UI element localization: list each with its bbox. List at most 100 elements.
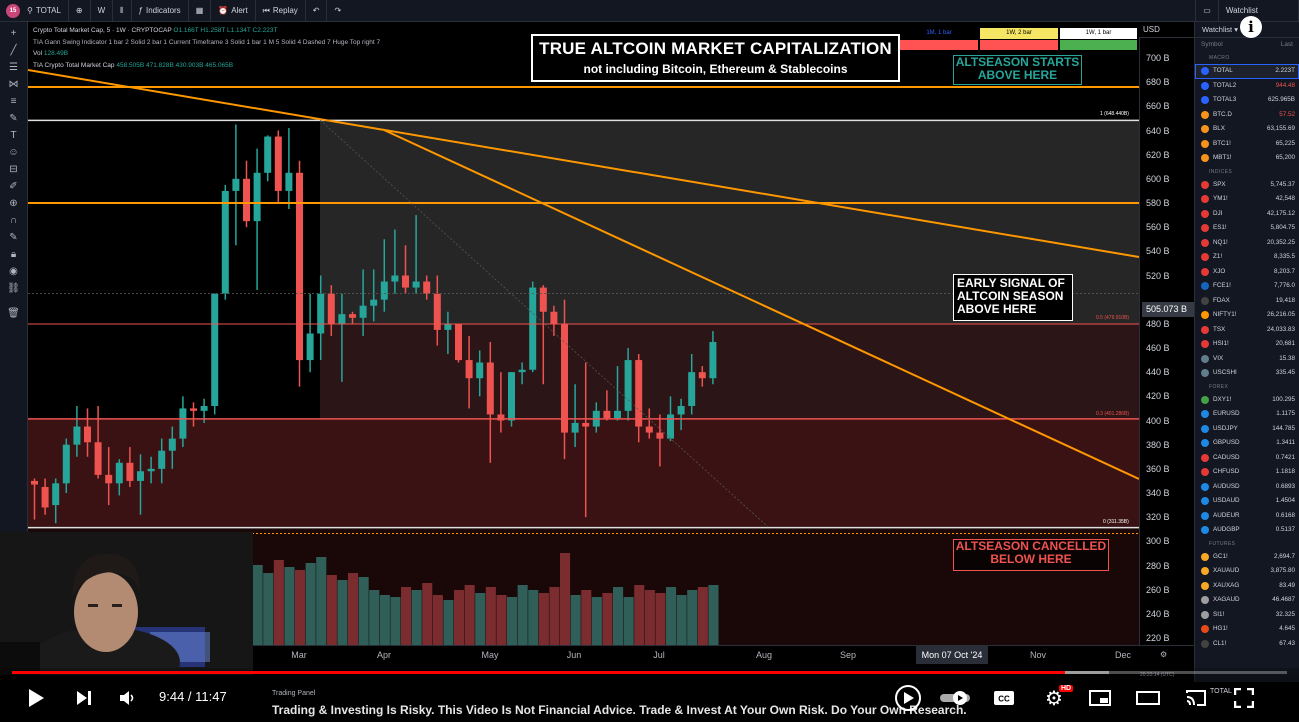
watchlist-section-header[interactable]: FOREX: [1209, 383, 1229, 390]
watchlist-row[interactable]: AUDUSD 0.6893: [1195, 480, 1299, 495]
legend-tia[interactable]: TIA Crypto Total Market Cap 458.505B 471…: [33, 60, 380, 72]
watchlist-row[interactable]: YM1! 42,548: [1195, 192, 1299, 207]
legend-main-series[interactable]: Crypto Total Market Cap, 5 · 1W · CRYPTO…: [33, 25, 380, 37]
watchlist-row[interactable]: SPX 5,745.37: [1195, 178, 1299, 193]
col-last[interactable]: Last: [1280, 41, 1293, 48]
watchlist-row[interactable]: EURUSD 1.1175: [1195, 407, 1299, 422]
watchlist-row[interactable]: GBPUSD 1.3411: [1195, 436, 1299, 451]
miniplayer-button[interactable]: [1086, 683, 1114, 713]
interval-button[interactable]: W: [91, 0, 114, 22]
captions-button[interactable]: CC: [990, 683, 1018, 713]
symbol-search[interactable]: ⚲ TOTAL: [20, 0, 69, 22]
fullscreen-button[interactable]: [1230, 683, 1258, 713]
ruler-icon[interactable]: ✐: [9, 181, 18, 192]
watchlist-row[interactable]: BTC1! 65,225: [1195, 137, 1299, 152]
autoplay-icon: [940, 691, 970, 705]
watchlist-section-header[interactable]: MACRO: [1209, 55, 1230, 61]
video-progress-bar[interactable]: [12, 671, 1287, 674]
watchlist-row[interactable]: VIX 15.38: [1195, 352, 1299, 367]
settings-button[interactable]: ⚙ HD: [1040, 683, 1074, 713]
theater-button[interactable]: [1134, 683, 1162, 713]
watchlist-symbol: AUDGBP: [1213, 526, 1240, 533]
watchlist-row[interactable]: CHFUSD 1.1818: [1195, 465, 1299, 480]
watchlist-section-header[interactable]: INDICES: [1209, 168, 1233, 175]
trendline-icon[interactable]: ╱: [10, 45, 17, 56]
altseason-cancel-text: ALTSEASON CANCELLED BELOW HERE: [955, 539, 1107, 566]
link-icon[interactable]: ⛓: [7, 283, 20, 294]
col-symbol[interactable]: Symbol: [1201, 41, 1223, 48]
watchlist-row[interactable]: TOTAL3 625.965B: [1195, 93, 1299, 108]
add-symbol-button[interactable]: ⊕: [69, 0, 91, 22]
redo-button[interactable]: ↷: [327, 0, 348, 22]
zoom-icon[interactable]: ⊕: [9, 198, 18, 209]
watchlist-section-header[interactable]: FUTURES: [1209, 540, 1236, 547]
watchlist-row[interactable]: FDAX 19,418: [1195, 294, 1299, 309]
watchlist-row[interactable]: SI1! 32.325: [1195, 608, 1299, 623]
settings-icon[interactable]: ⚙: [1160, 650, 1168, 659]
watchlist-row[interactable]: NQ1! 20,352.25: [1195, 236, 1299, 251]
watchlist-row[interactable]: XJO 8,203.7: [1195, 265, 1299, 280]
watchlist-row[interactable]: DJI 42,175.12: [1195, 207, 1299, 222]
lock-draw-icon[interactable]: ✎: [9, 232, 18, 243]
crosshair-icon[interactable]: +: [10, 28, 17, 39]
watchlist-row[interactable]: USDAUD 1.4504: [1195, 494, 1299, 509]
info-icon[interactable]: i: [1240, 16, 1262, 38]
brush-icon[interactable]: ✎: [9, 113, 18, 124]
watchlist-row[interactable]: XAGAUD 46.4687: [1195, 593, 1299, 608]
watchlist-row[interactable]: XAUXAG 83.49: [1195, 579, 1299, 594]
watchlist-row[interactable]: USCSHI 335.45: [1195, 366, 1299, 381]
watchlist-row[interactable]: HSI1! 20,681: [1195, 337, 1299, 352]
replay-button[interactable]: ⏮ Replay: [256, 0, 306, 22]
layout-button[interactable]: ▭: [1195, 0, 1219, 22]
watchlist-row[interactable]: MBT1! 65,200: [1195, 151, 1299, 166]
trash-icon[interactable]: 🗑︎: [7, 308, 20, 319]
fib-icon[interactable]: ≡: [10, 96, 17, 107]
magnet-icon[interactable]: ∩: [9, 215, 18, 226]
watchlist-row[interactable]: GC1! 2,694.7: [1195, 550, 1299, 565]
watchlist-row[interactable]: BLX 63,155.69: [1195, 122, 1299, 137]
watchlist-row[interactable]: TOTAL2 944.48: [1195, 79, 1299, 94]
measure-icon[interactable]: ⊟: [9, 164, 18, 175]
watchlist-row[interactable]: TSX 24,033.83: [1195, 323, 1299, 338]
watchlist-row[interactable]: BTC.D 57.52: [1195, 108, 1299, 123]
smile-icon[interactable]: ☺: [8, 147, 19, 158]
watchlist-row[interactable]: DXY1! 100.295: [1195, 393, 1299, 408]
watchlist-row[interactable]: AUDGBP 0.5137: [1195, 523, 1299, 538]
watchlist-row[interactable]: AUDEUR 0.6168: [1195, 509, 1299, 524]
chart-type-button[interactable]: ⫴: [113, 0, 132, 22]
legend-volume[interactable]: Vol 128.49B: [33, 48, 380, 60]
play-button[interactable]: [22, 683, 50, 713]
network-icon[interactable]: ⋈: [8, 79, 19, 90]
indicators-button[interactable]: ƒ Indicators: [132, 0, 189, 22]
watchlist-row[interactable]: HG1! 4.645: [1195, 622, 1299, 637]
lines-icon[interactable]: ☰: [9, 62, 18, 73]
watchlist-row[interactable]: XAUAUD 3,875.80: [1195, 564, 1299, 579]
watchlist-row[interactable]: ES1! 5,804.75: [1195, 221, 1299, 236]
trading-panel-label[interactable]: Trading Panel: [272, 690, 316, 697]
watchlist-row[interactable]: Z1! 8,335.5: [1195, 250, 1299, 265]
text-icon[interactable]: T: [10, 130, 17, 141]
volume-bar: [697, 587, 708, 645]
watchlist-row[interactable]: TOTAL 2.223T: [1195, 64, 1299, 79]
watchlist-row[interactable]: FCE1! 7,776.0: [1195, 279, 1299, 294]
alert-button[interactable]: ⏰ Alert: [211, 0, 256, 22]
avatar[interactable]: 15: [6, 3, 20, 18]
watchlist-row[interactable]: NIFTY1! 26,216.05: [1195, 308, 1299, 323]
legend-gann[interactable]: TIA Gann Swing Indicator 1 bar 2 Solid 2…: [33, 37, 380, 49]
watchlist-title-button[interactable]: Watchlist: [1219, 0, 1299, 22]
watchlist-row[interactable]: CADUSD 0.7421: [1195, 451, 1299, 466]
undo-button[interactable]: ↶: [306, 0, 328, 22]
next-button[interactable]: [70, 683, 98, 713]
eye-icon[interactable]: ◉: [9, 266, 18, 277]
time-axis[interactable]: Mon 07 Oct '24 ⚙ Mar Apr May Jun Jul Aug Sep No…: [28, 645, 1194, 664]
volume-button[interactable]: [114, 683, 142, 713]
templates-button[interactable]: ▦: [189, 0, 212, 22]
watchlist-row[interactable]: CL1! 67.43: [1195, 637, 1299, 652]
cast-button[interactable]: [1182, 683, 1210, 713]
channel-watermark-button[interactable]: [892, 683, 924, 713]
autoplay-toggle[interactable]: [936, 683, 976, 713]
currency-label[interactable]: USD: [1139, 22, 1194, 38]
watchlist-row[interactable]: USDJPY 144.785: [1195, 422, 1299, 437]
price-axis[interactable]: 505.073 B 700 B 680 B 660 B 640 B 620 B 600 B…: [1139, 22, 1194, 662]
lock-icon[interactable]: 🔒︎: [10, 249, 17, 260]
